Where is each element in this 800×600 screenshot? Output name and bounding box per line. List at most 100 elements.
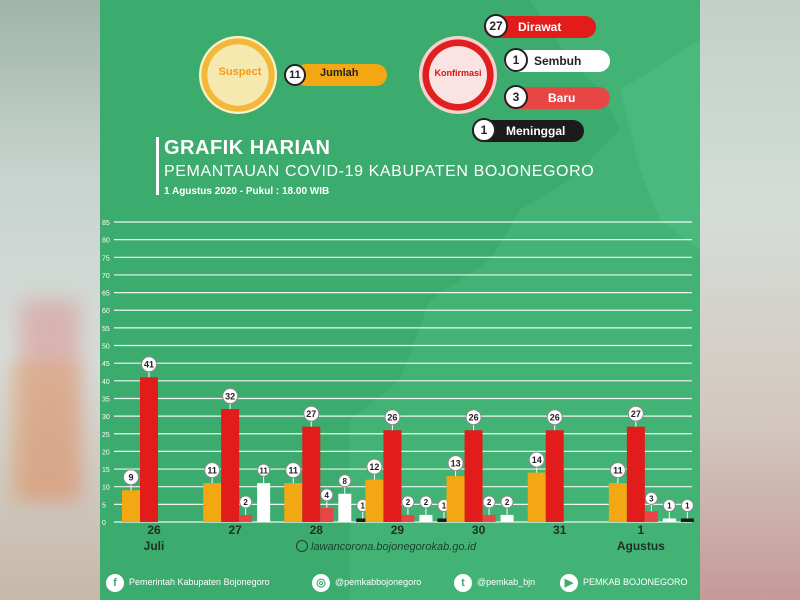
- data-label-bubble: [239, 495, 253, 509]
- chart-subtitle: PEMANTAUAN COVID-19 KABUPATEN BOJONEGORO: [164, 163, 595, 180]
- y-tick-label: 15: [102, 467, 110, 474]
- data-label-bubble: [222, 388, 239, 405]
- data-label-bubble: [303, 405, 320, 422]
- x-tick-label: 31: [553, 523, 567, 537]
- sembuh-label: Sembuh: [534, 54, 582, 68]
- bar: [500, 514, 514, 522]
- chart-date: 1 Agustus 2020 - Pukul : 18.00 WIB: [164, 186, 330, 197]
- bar: [221, 409, 240, 522]
- bar: [203, 483, 222, 522]
- suspect-label: Suspect: [218, 66, 262, 78]
- bar: [419, 514, 433, 522]
- data-label-bubble: [366, 458, 383, 475]
- bar: [608, 483, 627, 522]
- y-tick-label: 30: [102, 414, 110, 421]
- y-tick-label: 0: [102, 520, 106, 527]
- data-label-bubble: [465, 409, 482, 426]
- data-label-bubble: [401, 495, 415, 509]
- x-tick-label: 27: [228, 523, 242, 537]
- bar: [464, 430, 483, 522]
- bar: [545, 430, 564, 522]
- data-label: 26: [387, 412, 397, 422]
- bar-chart: 051015202530354045505560657075808594126J…: [102, 220, 694, 553]
- bar: [239, 514, 253, 522]
- dirawat-value: 27: [484, 14, 508, 38]
- y-tick-label: 50: [102, 344, 110, 351]
- facebook-label: Pemerintah Kabupaten Bojonegoro: [129, 577, 270, 587]
- y-tick-label: 65: [102, 291, 110, 298]
- x-tick-label: 29: [391, 523, 405, 537]
- data-label-bubble: [338, 474, 352, 488]
- y-tick-label: 85: [102, 220, 110, 227]
- bar: [122, 490, 140, 522]
- data-label: 2: [424, 498, 429, 507]
- data-label: 2: [505, 498, 510, 507]
- data-label: 41: [144, 359, 154, 369]
- data-label: 11: [613, 465, 623, 475]
- data-label: 2: [487, 498, 492, 507]
- data-label-bubble: [627, 405, 644, 422]
- y-tick-label: 70: [102, 273, 110, 280]
- footer-facebook[interactable]: f Pemerintah Kabupaten Bojonegoro: [106, 572, 270, 592]
- bar: [446, 476, 465, 522]
- title-accent-bar: [156, 137, 159, 195]
- x-tick-label: 26: [147, 523, 161, 537]
- bar: [383, 430, 402, 522]
- instagram-icon: ◎: [312, 573, 330, 592]
- chart-title: GRAFIK HARIAN: [164, 137, 331, 159]
- footer: f Pemerintah Kabupaten Bojonegoro ◎ @pemka…: [100, 566, 700, 600]
- y-tick-label: 55: [102, 326, 110, 333]
- globe-icon: [296, 540, 308, 552]
- data-label: 1: [442, 502, 447, 511]
- bar: [284, 483, 303, 522]
- bar: [140, 377, 158, 522]
- left-backdrop: [0, 0, 100, 600]
- suspect-circle: [199, 36, 277, 114]
- data-label: 32: [225, 391, 235, 401]
- data-label-bubble: [546, 409, 563, 426]
- suspect-pill-label: Jumlah: [320, 67, 359, 79]
- y-tick-label: 80: [102, 238, 110, 245]
- data-label-bubble: [204, 462, 221, 479]
- data-label-bubble: [123, 469, 139, 486]
- x-tick-label: 28: [310, 523, 324, 537]
- y-tick-label: 35: [102, 396, 110, 403]
- y-tick-label: 40: [102, 379, 110, 386]
- suspect-pill: [295, 64, 387, 86]
- data-label: 3: [649, 495, 654, 504]
- data-label-bubble: [320, 488, 334, 502]
- bar: [338, 493, 352, 522]
- data-label-bubble: [644, 491, 658, 505]
- data-label: 27: [306, 409, 316, 419]
- source-text[interactable]: lawancorona.bojonegorokab.go.id: [311, 541, 477, 553]
- data-label-bubble: [482, 495, 496, 509]
- data-label: 4: [325, 491, 330, 500]
- data-label: 1: [667, 502, 672, 511]
- y-tick-label: 10: [102, 485, 110, 492]
- baru-pill: 3 Baru: [504, 85, 610, 109]
- bar: [302, 426, 321, 522]
- sembuh-value: 1: [504, 48, 528, 72]
- data-label: 1: [685, 502, 690, 511]
- data-label: 2: [406, 498, 411, 507]
- data-label: 26: [469, 412, 479, 422]
- bar: [482, 514, 496, 522]
- footer-instagram[interactable]: ◎ @pemkabbojonegoro: [312, 572, 421, 592]
- footer-youtube[interactable]: ▶ PEMKAB BOJONEGORO: [560, 572, 688, 592]
- data-label: 1: [361, 502, 366, 511]
- meninggal-label: Meninggal: [506, 124, 566, 138]
- data-label: 11: [289, 465, 299, 475]
- data-label-bubble: [419, 495, 433, 509]
- bar: [680, 518, 694, 522]
- footer-twitter[interactable]: t @pemkab_bjn: [454, 572, 535, 592]
- source-url: lawancorona.bojonegorokab.go.id: [296, 540, 476, 553]
- map-background: [350, 0, 700, 600]
- x-tick-label: 1: [638, 523, 645, 537]
- twitter-icon: t: [454, 573, 472, 592]
- data-label-bubble: [285, 462, 302, 479]
- data-label-bubble: [680, 498, 694, 512]
- facebook-icon: f: [106, 573, 124, 592]
- bar: [320, 507, 334, 522]
- data-label: 11: [259, 466, 268, 475]
- data-label: 14: [532, 455, 542, 465]
